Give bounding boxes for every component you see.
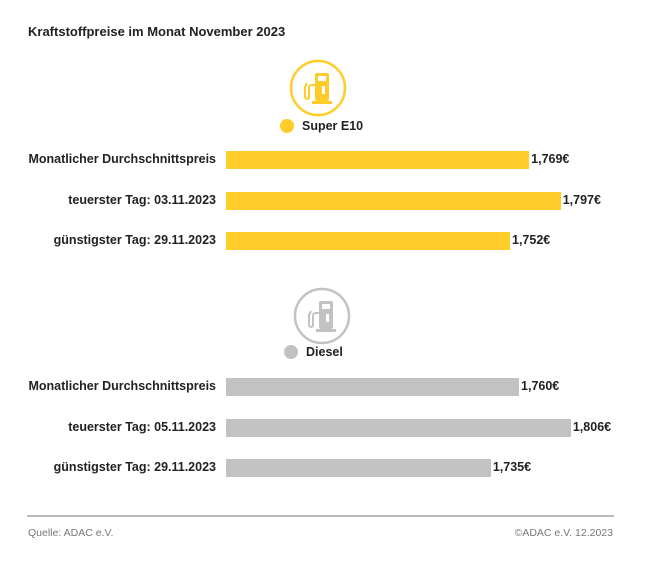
legend-0: Super E10 xyxy=(280,119,363,133)
value-label: 1,797€ xyxy=(562,193,601,207)
category-label: günstigster Tag: 29.11.2023 xyxy=(53,233,216,247)
legend-label: Diesel xyxy=(306,345,343,359)
value-label: 1,735€ xyxy=(492,460,532,474)
category-label: Monatlicher Durchschnittspreis xyxy=(28,379,216,393)
bar xyxy=(226,419,571,437)
category-label: Monatlicher Durchschnittspreis xyxy=(28,152,216,166)
category-label: teuerster Tag: 05.11.2023 xyxy=(68,420,216,434)
value-label: 1,806€ xyxy=(572,420,612,434)
bar xyxy=(226,378,520,396)
source-note: Quelle: ADAC e.V. xyxy=(28,527,114,539)
value-label: 1,769€ xyxy=(531,152,570,166)
legend-swatch xyxy=(284,345,298,359)
value-label: 1,760€ xyxy=(521,379,560,393)
bar xyxy=(226,459,491,477)
bar xyxy=(226,151,530,169)
bar xyxy=(226,232,510,250)
legend-label: Super E10 xyxy=(302,119,364,133)
fuel-pump-icon xyxy=(288,58,348,123)
legend-swatch xyxy=(280,119,294,133)
category-label: günstigster Tag: 29.11.2023 xyxy=(53,460,216,474)
chart-title: Kraftstoffpreise im Monat November 2023 xyxy=(28,24,286,39)
value-label: 1,752€ xyxy=(512,233,551,247)
category-label: teuerster Tag: 03.11.2023 xyxy=(68,193,216,207)
copyright-note: ©ADAC e.V. 12.2023 xyxy=(514,527,613,539)
fuel-pump-icon xyxy=(292,286,352,351)
legend-1: Diesel xyxy=(284,345,343,359)
bar xyxy=(226,192,561,210)
footer-divider xyxy=(27,515,614,517)
